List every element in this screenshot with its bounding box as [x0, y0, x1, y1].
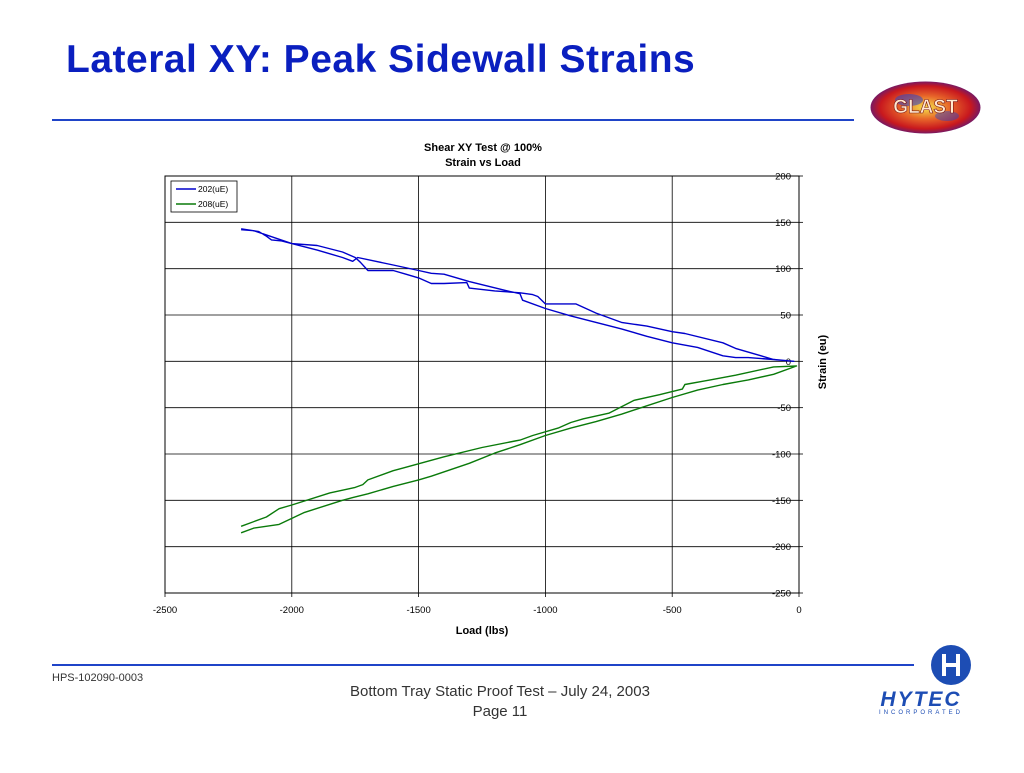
glast-logo: GLAST	[869, 80, 982, 135]
x-axis-title: Load (lbs)	[456, 625, 509, 637]
y-tick-label: 50	[780, 311, 791, 322]
x-axis-ticks: -2500 -2000 -1500 -1000 -500 0	[153, 593, 802, 616]
y-tick-label: -100	[772, 450, 791, 461]
plot-area	[164, 175, 800, 594]
footer-title: Bottom Tray Static Proof Test – July 24,…	[350, 683, 650, 700]
y-tick-label: -250	[772, 589, 791, 600]
y-axis-title: Strain (eu)	[817, 334, 829, 389]
y-tick-label: -150	[772, 496, 791, 507]
x-tick-label: -1000	[533, 605, 557, 616]
x-tick-label: -1500	[406, 605, 430, 616]
hytec-logo-text: HYTEC	[880, 688, 962, 711]
y-tick-label: 150	[775, 218, 791, 229]
legend-box	[170, 180, 238, 213]
chart-subtitle: Strain vs Load	[445, 157, 521, 169]
legend: 202(uE) 208(uE)	[170, 180, 238, 213]
y-tick-label: 0	[786, 357, 791, 368]
footer-divider	[52, 664, 914, 666]
page-number: Page 11	[472, 703, 528, 720]
x-tick-label: -500	[663, 605, 682, 616]
y-tick-label: -200	[772, 542, 791, 553]
series-line-208ue	[240, 365, 798, 534]
hytec-logo: HYTEC INCORPORATED	[866, 644, 976, 716]
series-lines	[240, 228, 798, 534]
slide-title: Lateral XY: Peak Sidewall Strains	[66, 38, 696, 81]
glast-logo-text: GLAST	[893, 97, 958, 118]
hytec-logo-subtext: INCORPORATED	[879, 710, 963, 716]
y-tick-label: -50	[777, 403, 791, 414]
chart-title: Shear XY Test @ 100%	[424, 142, 542, 154]
legend-label-208: 208(uE)	[198, 199, 228, 209]
x-tick-label: -2000	[280, 605, 304, 616]
series-line-202ue	[240, 228, 795, 362]
x-tick-label: -2500	[153, 605, 177, 616]
y-tick-label: 200	[775, 172, 791, 183]
title-divider	[52, 119, 854, 121]
x-tick-label: 0	[796, 605, 801, 616]
y-tick-label: 100	[775, 264, 791, 275]
document-id: HPS-102090-0003	[52, 672, 144, 684]
y-axis-ticks: 200 150 100 50 0 -50 -100 -150 -200 -250	[772, 172, 803, 600]
grid-lines	[165, 176, 799, 593]
legend-label-202: 202(uE)	[198, 184, 228, 194]
